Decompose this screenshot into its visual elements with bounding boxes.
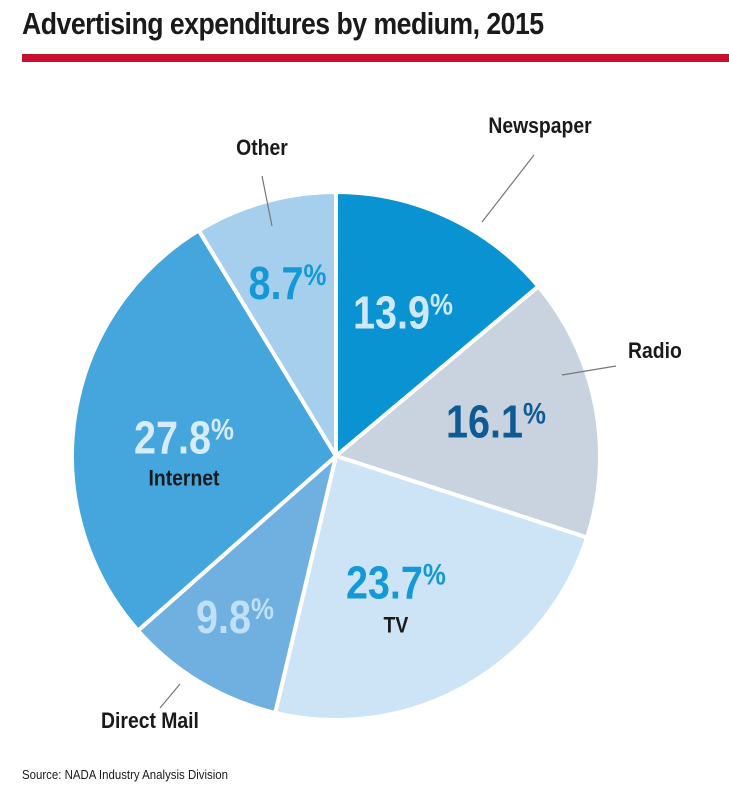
pie-slice-newspaper <box>334 190 541 458</box>
value-label-internet: 27.8% <box>134 413 234 465</box>
pie-chart: 13.9% Newspaper 16.1% Radio 23.7% TV 9.8% Direc… <box>70 114 682 733</box>
pie-slice-internet <box>70 228 338 633</box>
leader-line-direct-mail <box>159 683 181 709</box>
category-label-other: Other <box>236 136 288 160</box>
source-note: Source: NADA Industry Analysis Division <box>22 767 229 782</box>
pie-slice-other <box>196 190 338 458</box>
category-label-newspaper: Newspaper <box>488 114 591 138</box>
category-label-radio: Radio <box>628 339 682 363</box>
category-label-internet: Internet <box>149 466 220 490</box>
value-label-other: 8.7% <box>249 258 327 310</box>
category-label-direct-mail: Direct Mail <box>101 709 199 733</box>
pie-slice-radio <box>334 284 602 540</box>
title-rule <box>22 54 729 62</box>
chart-title: Advertising expenditures by medium, 2015 <box>22 6 544 41</box>
pie-slice-tv <box>273 454 590 722</box>
leader-line-other <box>261 175 273 227</box>
value-label-newspaper: 13.9% <box>353 288 453 340</box>
category-label-tv: TV <box>384 613 409 637</box>
value-label-direct-mail: 9.8% <box>196 592 274 644</box>
leader-line-newspaper <box>481 154 535 223</box>
leader-line-radio <box>561 365 617 376</box>
value-label-radio: 16.1% <box>446 397 546 449</box>
pie-slice-direct-mail <box>135 454 338 715</box>
value-label-tv: 23.7% <box>346 558 446 610</box>
